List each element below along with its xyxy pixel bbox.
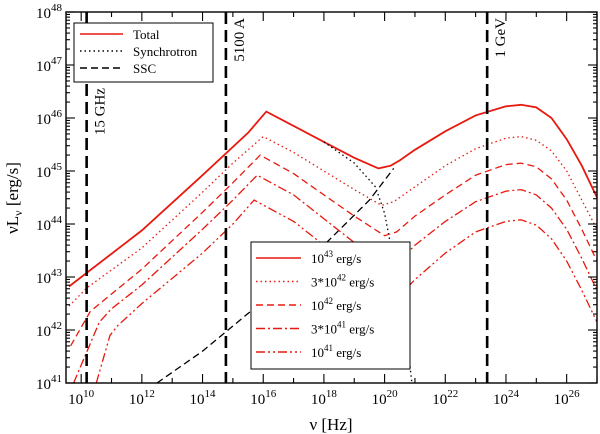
y-tick-label: 1048	[36, 2, 63, 22]
legend-label-dashdot: 3*1041 erg/s	[311, 320, 374, 337]
legend-label-ssc: SSC	[133, 61, 156, 76]
series-3-10-42-erg-s	[68, 135, 597, 307]
series-ssc	[156, 168, 395, 383]
y-tick-label: 1043	[36, 267, 63, 287]
x-tick-label: 1026	[554, 388, 581, 408]
y-tick-label: 1045	[36, 161, 63, 181]
x-tick-label: 1018	[311, 388, 338, 408]
x-tick-label: 1016	[250, 388, 277, 408]
legend-label-dotted: 3*1042 erg/s	[311, 273, 374, 290]
legend-label-total: Total	[133, 27, 160, 42]
y-tick-label: 1042	[36, 320, 62, 340]
legend-label-synchrotron: Synchrotron	[133, 44, 198, 59]
y-tick-label: 1046	[36, 108, 63, 128]
y-tick-label: 1044	[36, 214, 63, 234]
legend-label-dashdotdot: 1041 erg/s	[311, 343, 361, 360]
x-tick-label: 1012	[129, 388, 155, 408]
y-axis-label: νLν [erg/s]	[3, 162, 25, 234]
legend-components	[73, 22, 214, 83]
x-tick-label: 1024	[493, 388, 520, 408]
legends-layer: Total Synchrotron SSC 1043 erg/s 3*1042 erg/…	[73, 22, 411, 370]
x-axis-label: ν [Hz]	[309, 415, 352, 434]
legend-label-solid: 1043 erg/s	[311, 249, 361, 266]
ticks-layer: 1010 1012 1014 1016 1018 1020 1022 1024 1026 1041…	[36, 2, 598, 408]
legend-luminosities	[250, 241, 411, 370]
series-10-42-erg-s	[70, 154, 597, 347]
y-tick-label: 1041	[36, 373, 62, 393]
series-total-10-43-erg-s	[68, 103, 597, 288]
x-tick-label: 1022	[432, 388, 458, 408]
x-tick-label: 1014	[190, 388, 217, 408]
vline-label-5100-a: 5100 A	[232, 18, 248, 62]
vline-label-1-gev: 1 GeV	[493, 18, 509, 58]
vline-label-15-ghz: 15 GHz	[93, 88, 109, 135]
x-tick-label: 1020	[372, 388, 399, 408]
plot-frame	[65, 11, 598, 384]
x-tick-label: 1010	[68, 388, 95, 408]
legend-label-dashed: 1042 erg/s	[311, 296, 361, 313]
y-tick-label: 1047	[36, 55, 63, 75]
